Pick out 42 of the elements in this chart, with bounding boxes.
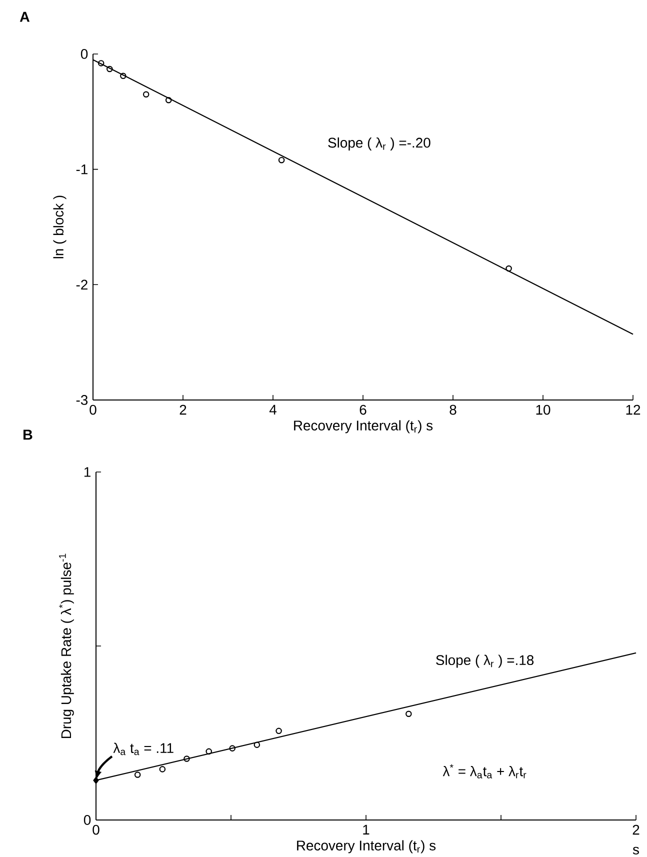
x-tick-label: 2 [632, 824, 640, 835]
y-tick-label: 0 [80, 49, 88, 59]
point [406, 710, 412, 717]
point [142, 91, 150, 98]
point [134, 772, 141, 778]
x-tick-label: 10 [536, 404, 550, 415]
x-tick-label: 12 [626, 404, 640, 415]
y-tick-label: -1 [76, 164, 88, 174]
point [159, 766, 166, 772]
point [206, 748, 212, 755]
x-tick-label: 4 [269, 404, 276, 414]
x-tick-label: 1 [363, 824, 370, 834]
x-axis-title: Recovery Interval (t$_{r}$) s [294, 420, 433, 434]
point [165, 96, 172, 104]
point [120, 72, 126, 80]
y-axis-title: Drug Uptake Rate ( λ$^{*}$) pulse$^{-1}$ [59, 554, 74, 738]
annotation: Slope ( λ$_{r}$ ) =-.20 [328, 137, 430, 150]
y-tick-label: 1 [84, 467, 90, 477]
point [254, 742, 260, 748]
x-axis-title: Recovery Interval (t$_{r}$) s [297, 840, 436, 854]
y-tick-label: -2 [76, 280, 88, 290]
point [93, 776, 99, 784]
point [229, 745, 236, 752]
chart-title: A [20, 12, 30, 22]
point [184, 756, 190, 762]
chart-title: B [24, 430, 32, 440]
x-tick-label: 6 [360, 404, 366, 415]
y-tick-label: -3 [76, 395, 88, 405]
y-tick-label: 0 [84, 815, 91, 825]
point [98, 60, 104, 66]
text: λ$^{*}$ = λ$_{a}$t$_{a}$ + λ$_{r}$t$_{r}$ [442, 764, 526, 778]
annotation: λ$_{a}$ t$_{a}$ = .11 [113, 742, 174, 756]
x-tick-label: 8 [450, 404, 456, 415]
annotation: Slope ( λ$_{r}$ ) =.18 [436, 654, 534, 668]
y-axis-title: ln ( block ) [53, 196, 66, 258]
point [276, 728, 282, 734]
point [506, 265, 512, 272]
text: s [632, 846, 639, 854]
x-tick-label: 0 [92, 824, 100, 835]
x-tick-label: 2 [180, 404, 186, 415]
point [278, 156, 285, 164]
point [106, 66, 113, 72]
